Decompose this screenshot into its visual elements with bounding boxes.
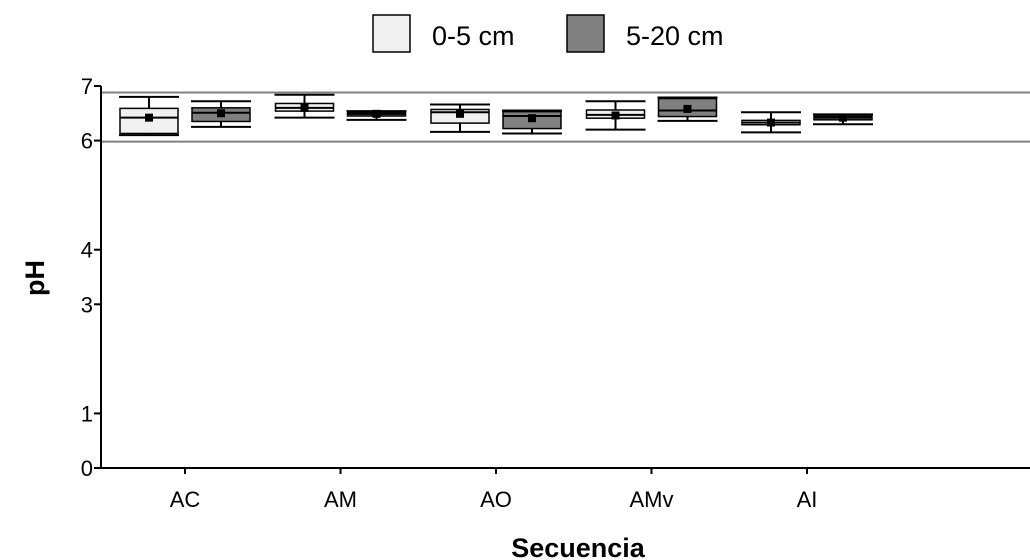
- y-tick-label-4: 4: [81, 238, 93, 263]
- y-tick-label-7: 7: [81, 74, 93, 99]
- x-tick-label-AC: AC: [170, 487, 201, 512]
- legend-label-0-5-cm: 0-5 cm: [432, 21, 515, 51]
- x-tick-label-AO: AO: [480, 487, 512, 512]
- mean-marker-0-5-cm-AM: [300, 103, 309, 112]
- mean-marker-0-5-cm-AO: [456, 109, 464, 118]
- x-tick-label-AMv: AMv: [630, 487, 674, 512]
- y-tick-label-1: 1: [81, 401, 93, 426]
- x-tick-label-AM: AM: [324, 487, 357, 512]
- y-tick-label-6: 6: [81, 129, 93, 154]
- y-tick-label-0: 0: [81, 456, 93, 481]
- y-tick-label-3: 3: [81, 292, 93, 317]
- y-axis-title: pH: [20, 260, 50, 296]
- legend-swatch-5-20-cm: [566, 14, 605, 53]
- axes: 0 1 3 4 6 7 AC AM AO AMv AI: [81, 74, 1030, 512]
- x-tick-label-AI: AI: [797, 487, 818, 512]
- mean-marker-5-20-cm-AI: [839, 113, 847, 122]
- reference-lines: [101, 91, 1030, 143]
- x-axis-title: Secuencia: [511, 533, 646, 560]
- legend: 0-5 cm 5-20 cm: [372, 14, 724, 53]
- legend-label-5-20-cm: 5-20 cm: [626, 21, 724, 51]
- mean-marker-5-20-cm-AO: [528, 114, 536, 123]
- mean-marker-0-5-cm-AI: [767, 118, 775, 127]
- legend-swatch-0-5-cm: [372, 14, 411, 53]
- mean-marker-5-20-cm-AC: [217, 109, 225, 118]
- mean-marker-0-5-cm-AC: [145, 113, 153, 122]
- mean-marker-5-20-cm-AMv: [683, 104, 692, 113]
- boxes: [119, 93, 873, 137]
- mean-marker-5-20-cm-AM: [372, 109, 381, 118]
- mean-marker-0-5-cm-AMv: [611, 111, 620, 120]
